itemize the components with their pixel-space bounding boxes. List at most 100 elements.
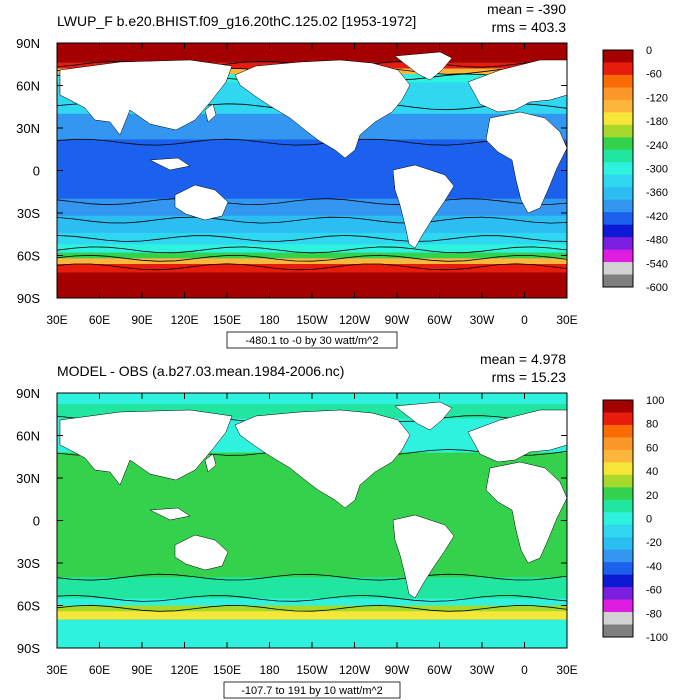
colorbar-swatch <box>603 237 633 251</box>
lat-label: 30N <box>16 121 40 136</box>
lat-label: 30S <box>17 556 40 571</box>
colorbar: 100 80 60 40 20 0 -20 -40 -60 -80 -100 <box>602 395 668 644</box>
contour-line <box>57 604 567 612</box>
lon-label: 60W <box>427 663 452 677</box>
colorbar-swatch <box>603 74 633 88</box>
colorbar-swatch <box>603 499 633 513</box>
field-band <box>57 252 567 259</box>
panel-title: LWUP_F b.e20.BHIST.f09_g16.20thC.125.02 … <box>57 13 416 29</box>
lon-label: 0 <box>521 313 528 327</box>
lon-label: 30E <box>556 663 577 677</box>
colorbar-swatch <box>603 599 633 613</box>
lat-label: 30S <box>17 206 40 221</box>
colorbar-label: -60 <box>646 69 662 81</box>
lon-label: 120W <box>339 663 371 677</box>
colorbar-label: -80 <box>646 608 662 620</box>
lat-label: 60N <box>16 79 40 94</box>
colorbar: 0 -60 -120 -180 -240 -300 -360 -420 -480 -540 -600 <box>602 45 668 294</box>
lon-label: 30E <box>556 313 577 327</box>
contour-line <box>57 198 567 206</box>
map-field <box>57 43 567 298</box>
contour-line <box>57 573 567 581</box>
colorbar-swatch <box>603 162 633 176</box>
field-band <box>57 139 567 199</box>
field-band <box>57 198 567 216</box>
colorbar-swatch <box>603 437 633 451</box>
lon-label: 60E <box>89 313 110 327</box>
field-band <box>57 598 567 606</box>
field-band <box>57 264 567 273</box>
colorbar-swatch <box>603 549 633 563</box>
colorbar-label: -360 <box>646 187 668 199</box>
colorbar-swatch <box>603 274 633 288</box>
map-field <box>57 393 567 648</box>
colorbar-swatch <box>603 462 633 476</box>
colorbar-label: 0 <box>646 514 652 526</box>
colorbar-swatch <box>603 249 633 263</box>
contour-line <box>57 235 567 242</box>
field-band <box>57 605 567 612</box>
colorbar-swatch <box>603 562 633 576</box>
lon-label: 180 <box>259 663 279 677</box>
colorbar-label: -600 <box>646 282 668 294</box>
lon-label: 120E <box>170 663 198 677</box>
lon-label: 150E <box>213 663 241 677</box>
field-band <box>57 244 567 253</box>
field-band <box>57 215 567 233</box>
panel-1: LWUP_F b.e20.BHIST.f09_g16.20thC.125.02 … <box>16 1 668 349</box>
colorbar-swatch <box>603 62 633 76</box>
mean-stat: mean = -390 <box>487 1 566 17</box>
panel-2: MODEL - OBS (a.b27.03.mean.1984-2006.nc)… <box>16 351 668 699</box>
lon-label: 90W <box>385 313 410 327</box>
colorbar-frame <box>602 399 634 638</box>
colorbar-label: -480 <box>646 235 668 247</box>
contour-line <box>57 216 567 224</box>
lon-label: 120W <box>339 313 371 327</box>
colorbar-swatch <box>603 174 633 188</box>
colorbar-label: 100 <box>646 395 664 407</box>
colorbar-label: -300 <box>646 164 668 176</box>
lat-label: 60S <box>17 249 40 264</box>
colorbar-swatch <box>603 87 633 101</box>
lat-label: 0 <box>33 164 40 179</box>
lon-label: 180 <box>259 313 279 327</box>
field-band <box>57 577 567 599</box>
contour-line <box>57 263 567 271</box>
colorbar-swatch <box>603 149 633 163</box>
lon-label: 150W <box>296 663 328 677</box>
colorbar-label: -40 <box>646 561 662 573</box>
colorbar-swatch <box>603 624 633 638</box>
lon-label: 90W <box>385 663 410 677</box>
colorbar-swatch <box>603 212 633 226</box>
colorbar-swatch <box>603 112 633 126</box>
lon-label: 120E <box>170 313 198 327</box>
colorbar-swatch <box>603 449 633 463</box>
colorbar-swatch <box>603 474 633 488</box>
lat-label: 60N <box>16 429 40 444</box>
field-band <box>57 611 567 620</box>
colorbar-label: -20 <box>646 537 662 549</box>
mean-stat: mean = 4.978 <box>480 351 566 367</box>
colorbar-swatch <box>603 412 633 426</box>
colorbar-swatch <box>603 574 633 588</box>
colorbar-label: -420 <box>646 211 668 223</box>
contour-line <box>57 246 567 254</box>
colorbar-swatch <box>603 424 633 438</box>
colorbar-label: -180 <box>646 116 668 128</box>
colorbar-swatch <box>603 224 633 238</box>
contour-range-box <box>223 681 401 699</box>
colorbar-swatch <box>603 187 633 201</box>
colorbar-label: -120 <box>646 92 668 104</box>
colorbar-swatch <box>603 137 633 151</box>
colorbar-frame <box>602 49 634 288</box>
colorbar-label: 0 <box>646 45 652 57</box>
colorbar-swatch <box>603 262 633 276</box>
colorbar-label: 60 <box>646 442 658 454</box>
colorbar-swatch <box>603 99 633 113</box>
lon-label: 30W <box>470 313 495 327</box>
colorbar-swatch <box>603 199 633 213</box>
colorbar-label: 80 <box>646 419 658 431</box>
lat-label: 90N <box>16 386 40 401</box>
contour-range-label: -107.7 to 191 by 10 watt/m^2 <box>241 685 383 697</box>
